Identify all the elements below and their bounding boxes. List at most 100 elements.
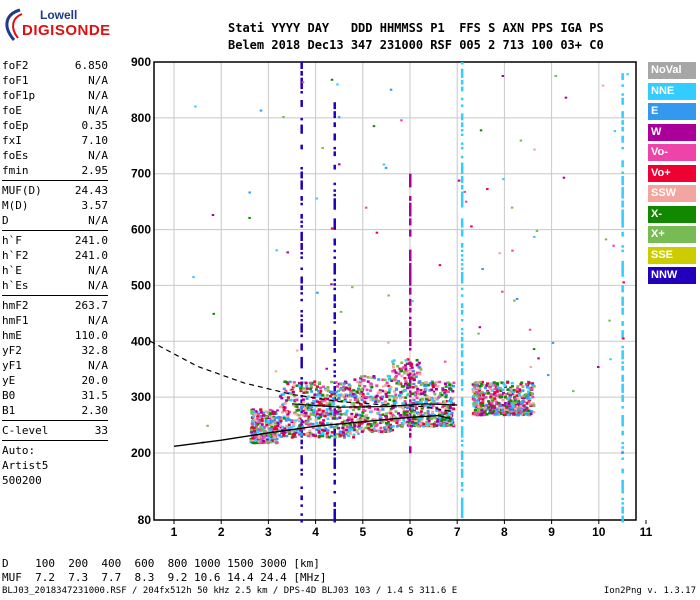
echo-dot [472, 385, 476, 388]
echo-dot [300, 117, 303, 121]
echo-dot [358, 381, 362, 385]
echo-dot [460, 129, 464, 132]
echo-dot [280, 405, 283, 408]
x-tick-label: 5 [359, 525, 366, 536]
echo-dot [275, 427, 279, 431]
echo-dot [276, 424, 280, 428]
echo-dot [342, 436, 346, 439]
echo-dot [409, 256, 412, 259]
echo-dot [529, 365, 533, 368]
echo-dot [379, 426, 383, 430]
echo-dot [264, 416, 268, 420]
echo-dot [621, 417, 624, 420]
echo-dot [297, 426, 301, 430]
echo-dot [442, 418, 446, 421]
echo-dot [460, 272, 464, 275]
echo-dot [311, 433, 315, 437]
echo-dot [300, 231, 303, 235]
echo-dot [419, 388, 423, 392]
echo-dot [341, 385, 345, 388]
echo-dot [333, 502, 336, 505]
echo-dot [256, 413, 260, 416]
echo-dot [511, 405, 515, 408]
echo-dot [299, 429, 303, 432]
echo-dot [387, 341, 390, 344]
echo-dot [439, 419, 443, 423]
echo-dot [409, 173, 412, 177]
echo-dot [393, 401, 397, 404]
echo-dot [421, 425, 425, 428]
echo-dot [333, 392, 336, 396]
echo-dot [400, 424, 404, 427]
echo-dot [273, 420, 277, 423]
echo-dot [621, 379, 624, 382]
echo-dot [333, 482, 336, 485]
echo-dot [300, 278, 303, 282]
echo-dot [460, 475, 464, 478]
echo-dot [304, 422, 308, 426]
echo-dot [300, 412, 304, 416]
echo-dot [444, 408, 448, 411]
echo-dot [300, 77, 303, 81]
echo-dot [273, 436, 277, 439]
echo-dot [408, 368, 412, 372]
echo-dot [304, 381, 308, 385]
echo-dot [361, 379, 365, 382]
echo-dot [481, 403, 485, 406]
echo-dot [326, 422, 330, 425]
echo-dot [506, 388, 510, 391]
echo-dot [306, 402, 310, 406]
echo-dot [512, 388, 516, 392]
echo-dot [498, 411, 502, 414]
param-value: N/A [88, 214, 108, 227]
echo-dot [497, 395, 501, 398]
echo-dot [446, 423, 450, 427]
echo-dot [460, 79, 464, 83]
echo-dot [460, 397, 464, 400]
echo-dot [355, 413, 359, 417]
echo-dot [529, 412, 533, 416]
echo-dot [264, 415, 268, 419]
echo-dot [514, 401, 518, 405]
echo-dot [527, 387, 531, 390]
echo-dot [409, 332, 412, 335]
echo-dot [300, 441, 303, 445]
echo-dot [460, 169, 464, 172]
echo-dot [388, 389, 392, 392]
echo-dot [437, 420, 441, 423]
echo-dot [532, 348, 536, 351]
echo-dot [272, 427, 276, 430]
echo-dot [621, 441, 624, 445]
echo-dot [259, 441, 263, 444]
echo-dot [314, 414, 318, 417]
param-value: 0.35 [81, 119, 109, 132]
echo-dot [621, 269, 624, 273]
echo-dot [300, 184, 303, 188]
echo-dot [509, 388, 513, 391]
echo-dot [333, 339, 336, 342]
echo-dot [451, 418, 455, 421]
echo-dot [300, 439, 303, 443]
echo-dot [286, 412, 290, 416]
echo-dot [621, 361, 624, 364]
echo-dot [409, 390, 412, 393]
echo-dot [300, 334, 303, 338]
echo-dot [460, 513, 464, 516]
echo-dot [621, 502, 624, 505]
echo-dot [491, 411, 495, 415]
echo-dot [302, 432, 306, 436]
echo-dot [409, 339, 412, 342]
echo-dot [263, 430, 267, 433]
echo-dot [621, 73, 624, 76]
echo-dot [333, 263, 336, 266]
echo-dot [441, 388, 445, 391]
echo-dot [252, 411, 256, 414]
echo-dot [522, 411, 526, 414]
echo-dot [621, 234, 624, 237]
echo-dot [260, 419, 264, 422]
echo-dot [343, 380, 347, 384]
echo-dot [621, 202, 624, 206]
echo-dot [393, 405, 397, 409]
echo-dot [399, 382, 403, 386]
echo-dot [319, 403, 323, 406]
